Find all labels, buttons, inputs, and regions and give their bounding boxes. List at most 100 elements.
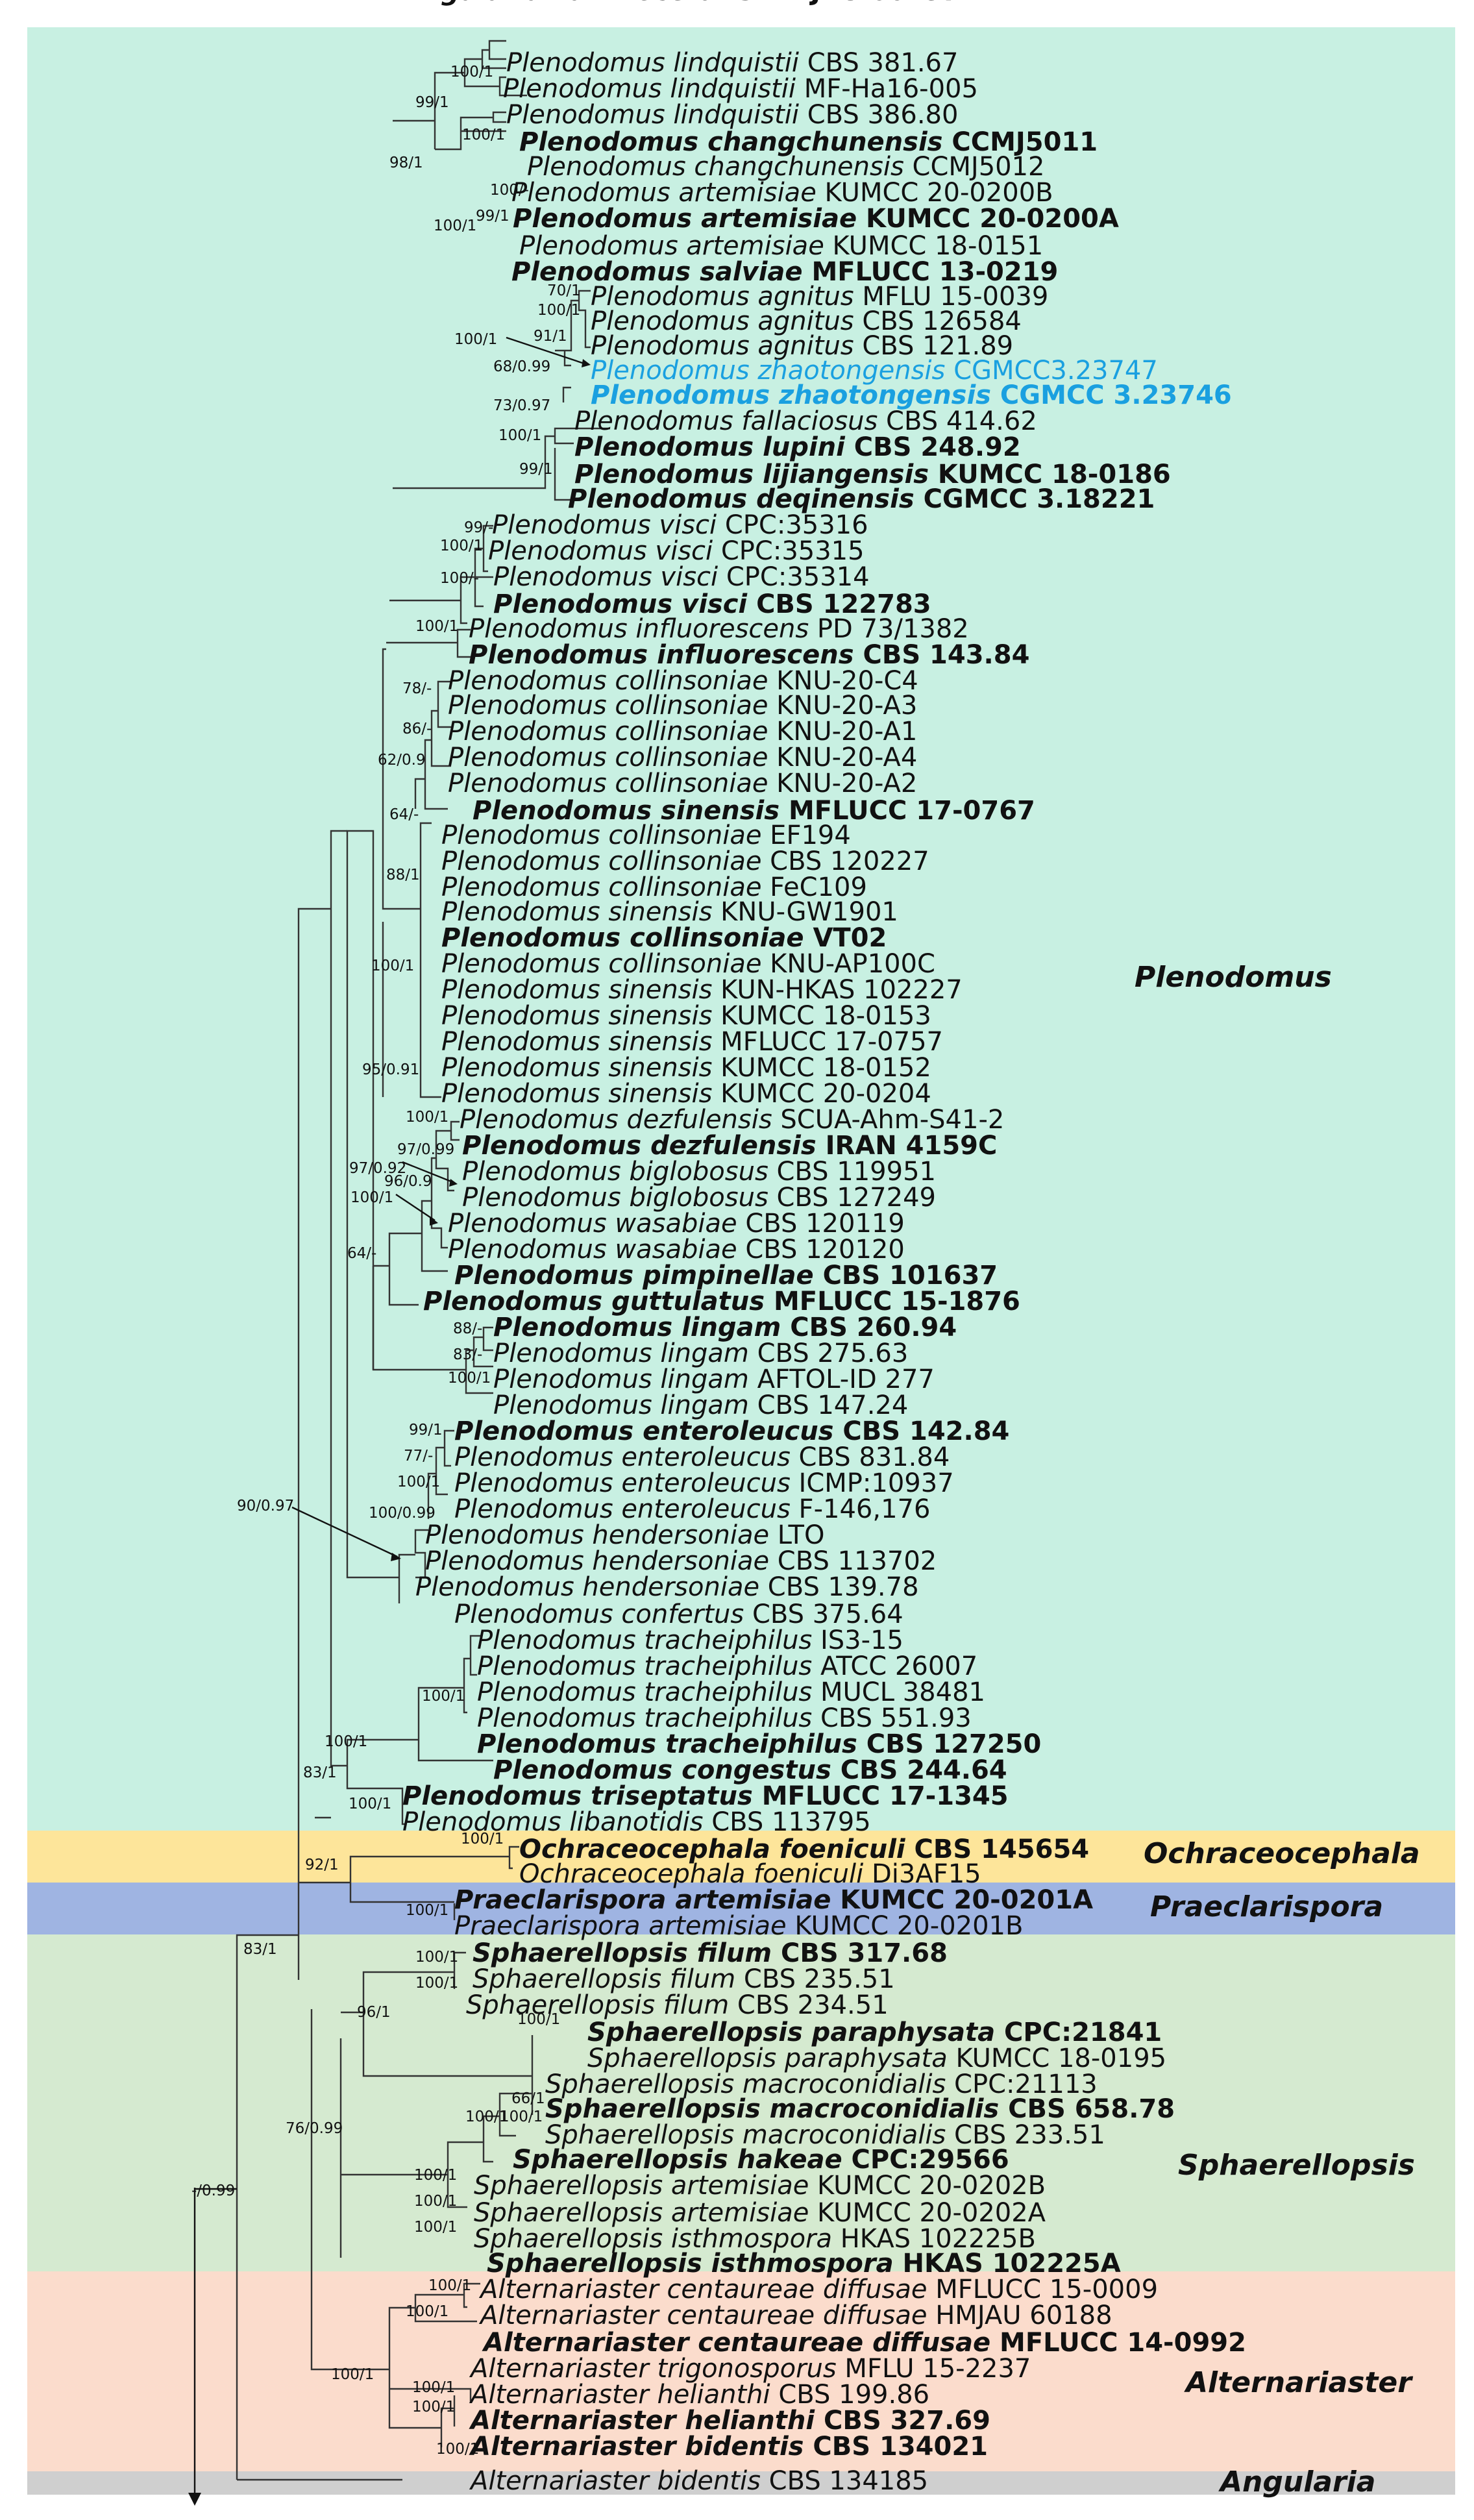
support-value: 100/1 — [331, 2366, 374, 2383]
taxon-label: Plenodomus deqinensis CGMCC 3.18221 — [568, 484, 1155, 514]
strain-id: KUMCC 20-0202B — [809, 2171, 1046, 2201]
species-name: Alternariaster helianthi — [469, 2380, 770, 2410]
strain-id: CBS 120227 — [761, 846, 929, 876]
strain-id: CBS 120119 — [737, 1209, 905, 1239]
support-value: 100/1 — [517, 2011, 560, 2028]
taxon-label: Plenodomus collinsoniae KNU-AP100C — [441, 949, 935, 979]
taxon-label: Plenodomus sinensis KNU-GW1901 — [441, 897, 898, 927]
clade-bands — [27, 27, 1455, 2495]
species-name: Plenodomus lindquistii — [506, 48, 799, 78]
species-name: Plenodomus collinsoniae — [448, 743, 768, 772]
support-value: 99/1 — [415, 94, 449, 111]
taxon-label: Plenodomus sinensis MFLUCC 17-0767 — [473, 796, 1035, 826]
taxon-label: Alternariaster bidentis CBS 134021 — [469, 2432, 988, 2462]
support-value: 100/1 — [412, 2379, 455, 2396]
strain-id: CBS 275.63 — [749, 1339, 908, 1368]
support-value: 100/1 — [434, 217, 476, 234]
strain-id: CBS 134185 — [761, 2466, 928, 2496]
strain-id: Di3AF15 — [863, 1859, 981, 1889]
tree-branches — [236, 40, 610, 2481]
species-name: Sphaerellopsis filum — [466, 1990, 729, 2020]
support-value: 90/0.97 — [237, 1498, 294, 1514]
strain-id: CBS 127249 — [768, 1183, 936, 1213]
species-name: Plenodomus guttulatus — [423, 1287, 765, 1316]
support-value: 68/0.99 — [493, 358, 550, 375]
support-value: 83/- — [453, 1346, 482, 1363]
support-value: 100/1 — [406, 1109, 448, 1126]
support-value: 98/1 — [389, 154, 423, 171]
species-name: Plenodomus changchunensis — [527, 152, 904, 182]
species-name: Plenodomus lingam — [493, 1365, 749, 1394]
taxon-label: Plenodomus lingam CBS 260.94 — [493, 1313, 957, 1342]
strain-id: CBS 317.68 — [772, 1938, 948, 1968]
strain-id: KUMCC 20-0201B — [787, 1911, 1024, 1941]
taxon-label: Plenodomus lingam CBS 147.24 — [493, 1390, 908, 1420]
strain-id: KNU-AP100C — [761, 949, 935, 979]
support-value: 95/0.91 — [362, 1061, 419, 1078]
band-plenodomus — [27, 27, 1455, 1831]
strain-id: CCMJ5011 — [942, 127, 1098, 157]
species-name: Plenodomus enteroleucus — [454, 1416, 834, 1446]
strain-id: MFLUCC 13-0219 — [803, 257, 1059, 287]
taxon-label: Plenodomus tracheiphilus IS3-15 — [477, 1625, 903, 1655]
species-name: Plenodomus enteroleucus — [454, 1494, 791, 1524]
species-name: Plenodomus collinsoniae — [441, 923, 804, 953]
taxon-label: Plenodomus congestus CBS 244.64 — [493, 1755, 1007, 1785]
taxon-label: Ochraceocephala foeniculi CBS 145654 — [519, 1834, 1089, 1864]
strain-id: CGMCC 3.18221 — [915, 484, 1155, 514]
strain-id: CPC:35315 — [713, 536, 864, 566]
species-name: Plenodomus sinensis — [441, 1053, 712, 1083]
taxon-label: Plenodomus influorescens CBS 143.84 — [469, 640, 1029, 670]
species-name: Plenodomus visci — [493, 589, 748, 619]
species-name: Sphaerellopsis artemisiae — [474, 2198, 809, 2228]
label-praeclarispora: Praeclarispora — [1150, 1890, 1383, 1923]
taxon-label: Plenodomus lijiangensis KUMCC 18-0186 — [574, 460, 1171, 489]
species-name: Plenodomus sinensis — [441, 897, 712, 927]
taxon-label: Plenodomus visci CPC:35315 — [488, 536, 865, 566]
support-value: 100/1 — [414, 2193, 457, 2210]
species-name: Plenodomus tracheiphilus — [477, 1729, 857, 1759]
support-value: 100/1 — [350, 1189, 393, 1206]
support-value: 73/0.97 — [493, 397, 550, 414]
strain-id: KUMCC 20-0202A — [809, 2198, 1046, 2228]
strain-id: CBS 139.78 — [759, 1572, 918, 1602]
taxon-label: Plenodomus hendersoniae LTO — [425, 1520, 824, 1550]
strain-id: CBS 381.67 — [799, 48, 958, 78]
taxon-label: Plenodomus visci CPC:35314 — [493, 562, 870, 592]
species-name: Plenodomus artemisiae — [511, 178, 817, 208]
strain-id: CPC:21113 — [946, 2069, 1097, 2099]
support-value: 100/1 — [440, 537, 483, 554]
taxon-label: Sphaerellopsis paraphysata KUMCC 18-0195 — [587, 2044, 1166, 2073]
taxon-label: Plenodomus enteroleucus CBS 831.84 — [454, 1442, 950, 1472]
support-value: 78/- — [402, 680, 432, 697]
strain-id: CBS 101637 — [814, 1261, 998, 1291]
strain-id: ICMP:10937 — [791, 1468, 954, 1498]
species-name: Plenodomus triseptatus — [402, 1781, 753, 1811]
species-name: Plenodomus tracheiphilus — [477, 1677, 812, 1707]
strain-id: MFLU 15-0039 — [854, 282, 1049, 312]
taxon-label: Alternariaster bidentis CBS 134185 — [469, 2466, 928, 2496]
taxon-label: Plenodomus agnitus CBS 121.89 — [591, 331, 1013, 361]
species-name: Plenodomus collinsoniae — [448, 769, 768, 798]
taxon-label: Plenodomus tracheiphilus MUCL 38481 — [477, 1677, 985, 1707]
support-value: 100/1 — [537, 302, 580, 319]
strain-id: KUMCC 20-0201A — [831, 1885, 1093, 1915]
species-name: Plenodomus salviae — [511, 257, 803, 287]
support-value: 86/- — [402, 721, 432, 737]
taxon-label: Sphaerellopsis artemisiae KUMCC 20-0202A — [474, 2198, 1046, 2228]
taxon-label: Praeclarispora artemisiae KUMCC 20-0201A — [454, 1885, 1093, 1915]
strain-id: MFLUCC 15-1876 — [765, 1287, 1020, 1316]
strain-id: PD 73/1382 — [809, 614, 969, 644]
species-name: Plenodomus lindquistii — [503, 74, 796, 104]
strain-id: HKAS 102225B — [832, 2224, 1036, 2254]
taxon-label: Plenodomus biglobosus CBS 119951 — [462, 1157, 936, 1187]
taxon-label: Alternariaster centaureae diffusae MFLUC… — [478, 2275, 1158, 2304]
species-name: Plenodomus lingam — [493, 1339, 749, 1368]
strain-id: F-146,176 — [791, 1494, 931, 1524]
strain-id: MFLUCC 15-0009 — [927, 2275, 1159, 2304]
species-name: Plenodomus visci — [493, 562, 718, 592]
support-value: 100/1 — [461, 1831, 504, 1847]
species-name: Praeclarispora artemisiae — [454, 1885, 831, 1915]
species-name: Plenodomus collinsoniae — [441, 846, 761, 876]
species-name: Plenodomus sinensis — [441, 1079, 712, 1109]
